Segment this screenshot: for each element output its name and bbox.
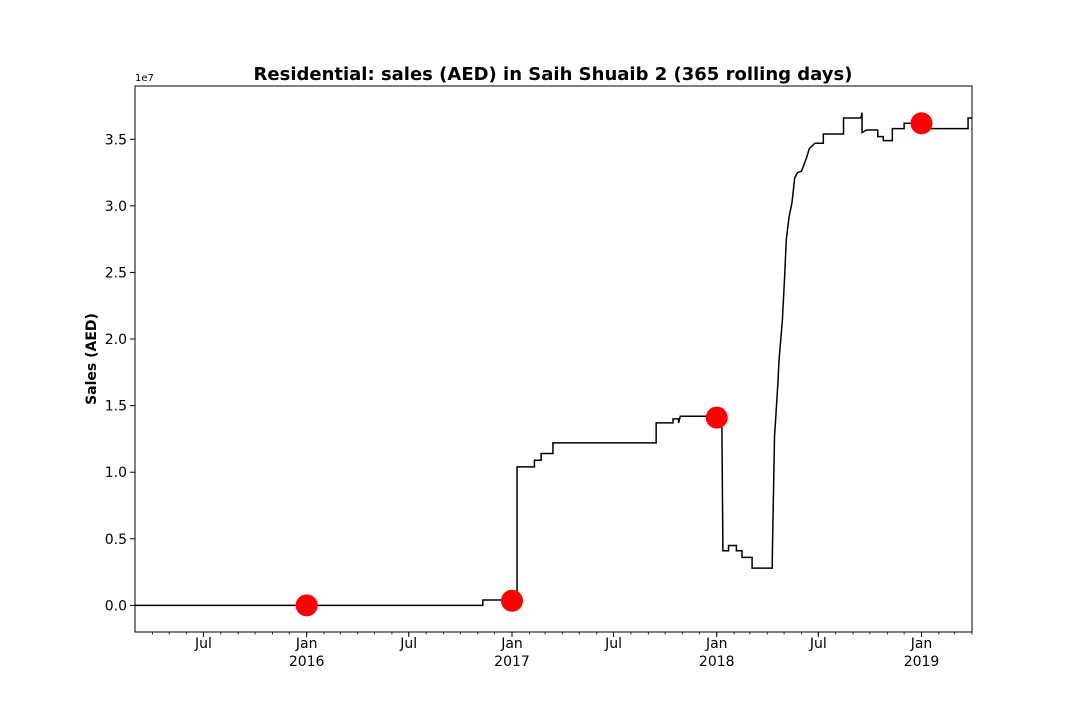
markers (295, 112, 933, 617)
x-tick-label: Jul (604, 636, 622, 652)
marker-point (500, 589, 523, 612)
y-tick-label: 2.5 (105, 265, 127, 281)
x-tick-year-label: 2019 (904, 654, 940, 670)
y-tick-label: 1.5 (105, 399, 127, 415)
x-tick-label: Jan (295, 636, 318, 652)
y-axis-label: Sales (AED) (84, 313, 100, 405)
y-axis: 0.0 0.5 1.0 1.5 2.0 2.5 3.0 3.5 (105, 132, 135, 614)
y-tick-label: 0.5 (105, 532, 127, 548)
marker-point (910, 112, 933, 135)
x-tick-label: Jan (910, 636, 933, 652)
marker-point (705, 406, 728, 429)
x-tick-label: Jul (194, 636, 212, 652)
x-tick-year-label: 2017 (494, 654, 530, 670)
marker-point (295, 594, 318, 617)
y-tick-label: 3.5 (105, 132, 127, 148)
y-tick-label: 3.0 (105, 199, 127, 215)
x-axis: Jul Jan 2016 Jul Jan 2017 Jul Jan 2018 Jul Jan 2019 (194, 632, 939, 670)
x-tick-label: Jul (399, 636, 417, 652)
x-tick-label: Jan (705, 636, 728, 652)
x-tick-label: Jul (809, 636, 827, 652)
y-tick-label: 0.0 (105, 598, 127, 614)
y-axis-offset-label: 1e7 (135, 73, 154, 84)
plot-frame (134, 85, 973, 633)
series-line (135, 112, 972, 607)
y-tick-label: 1.0 (105, 465, 127, 481)
x-tick-label: Jan (500, 636, 523, 652)
x-tick-year-label: 2018 (699, 654, 735, 670)
y-tick-label: 2.0 (105, 332, 127, 348)
x-tick-year-label: 2016 (289, 654, 325, 670)
chart-title: Residential: sales (AED) in Saih Shuaib … (254, 64, 853, 85)
